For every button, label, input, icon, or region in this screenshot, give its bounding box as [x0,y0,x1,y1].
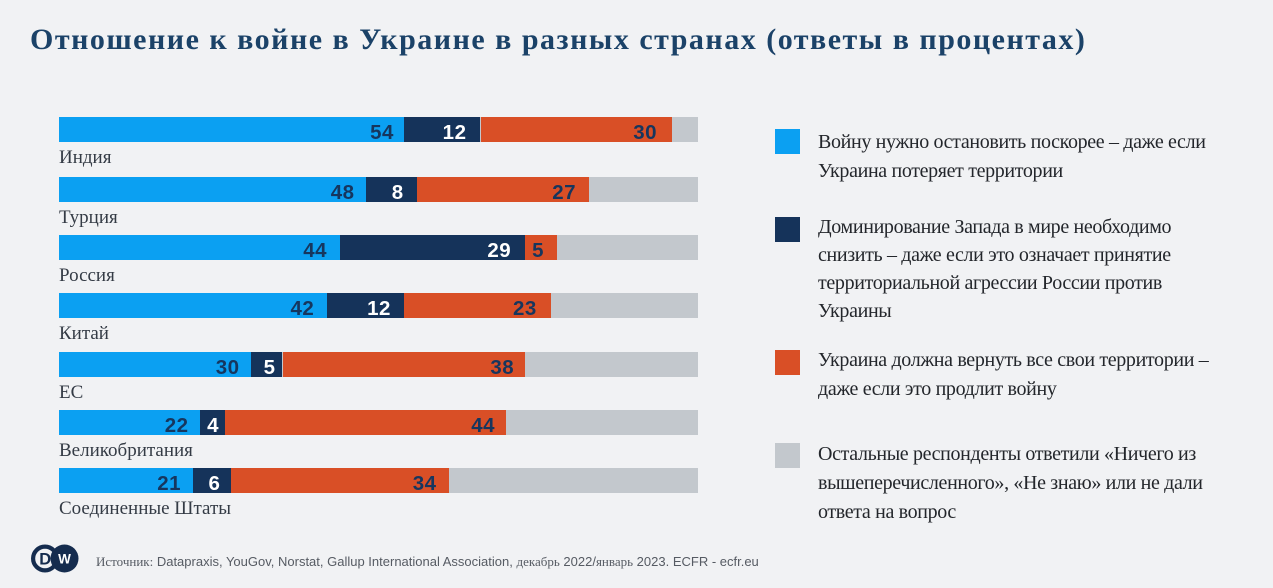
svg-text:W: W [58,551,71,566]
svg-text:D: D [39,550,51,568]
